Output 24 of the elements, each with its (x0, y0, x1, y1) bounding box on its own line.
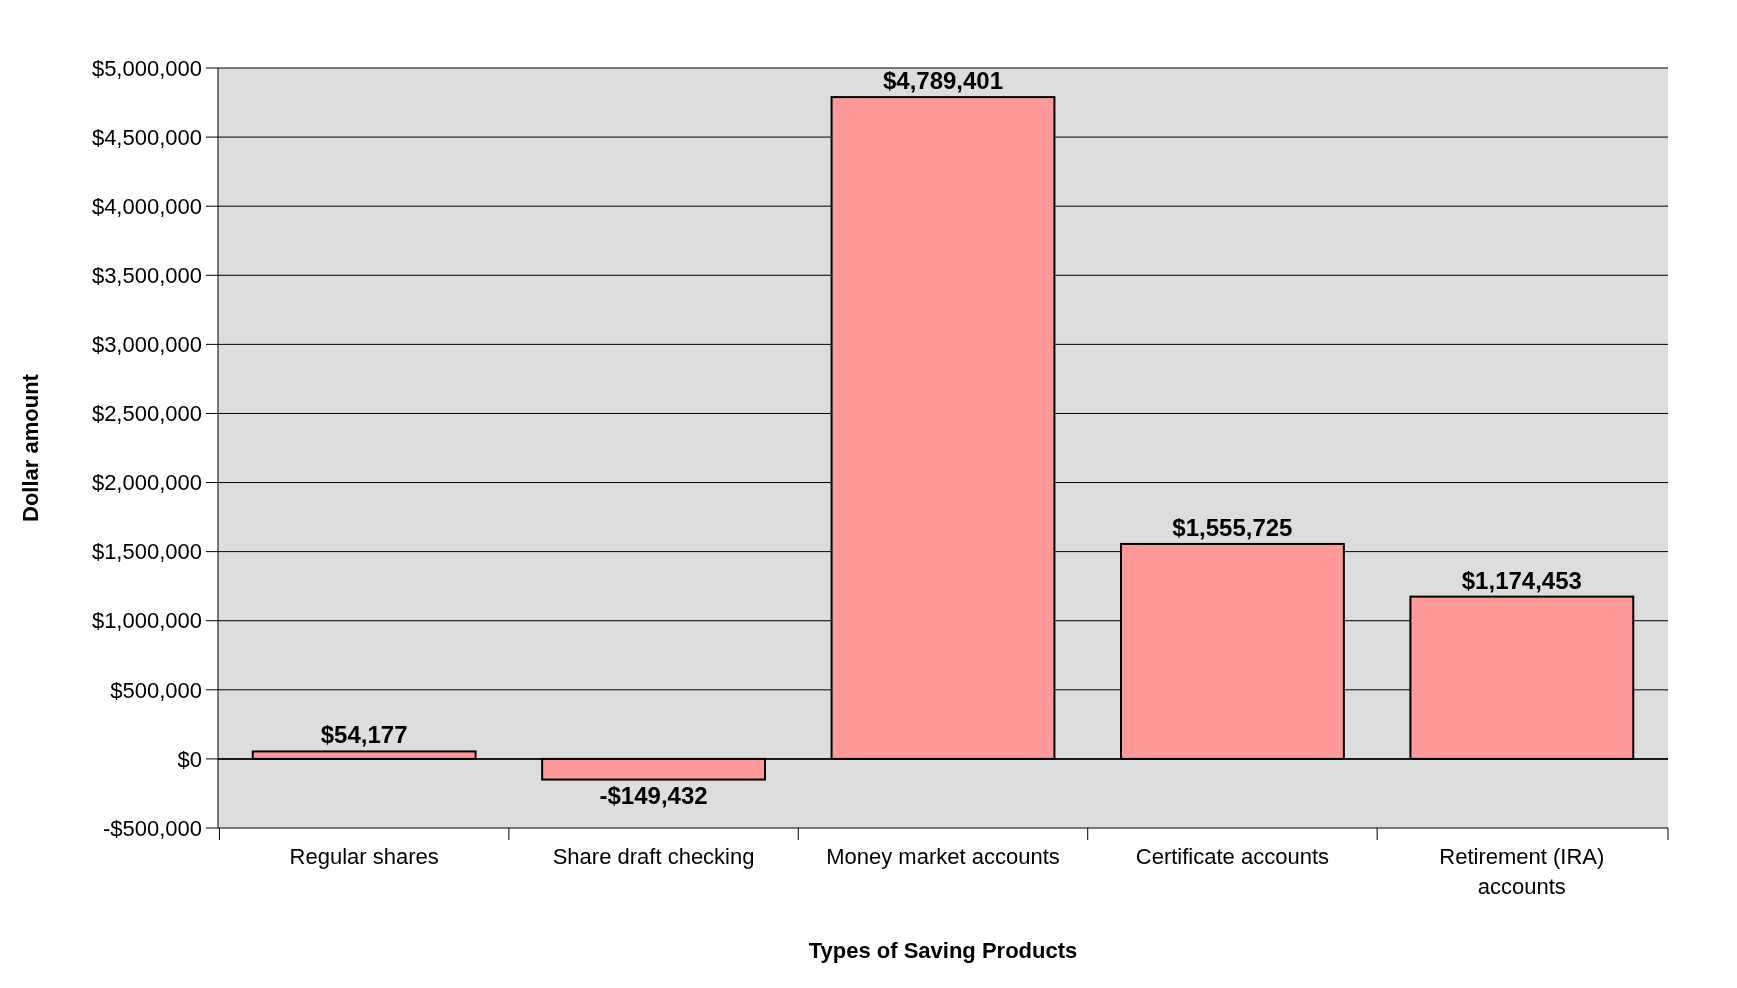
data-label: $1,555,725 (1172, 513, 1293, 541)
y-tick-label: $3,000,000 (91, 332, 202, 358)
y-tick-label: $1,500,000 (91, 539, 202, 565)
y-tick-label: $1,000,000 (91, 608, 202, 634)
y-tick-label: -$500,000 (102, 815, 202, 841)
y-tick-label: $3,500,000 (91, 262, 202, 288)
data-label: $54,177 (320, 721, 408, 749)
y-tick-label: $2,500,000 (91, 401, 202, 427)
x-tick-label: Regular shares (289, 844, 439, 869)
y-tick-label: $4,500,000 (91, 124, 202, 150)
x-axis-title: Types of Saving Products (808, 938, 1078, 963)
y-axis-title: Dollar amount (18, 373, 43, 522)
x-tick-label: Money market accounts (826, 844, 1060, 869)
y-tick-label: $5,000,000 (91, 55, 202, 81)
y-tick-label: $2,000,000 (91, 470, 202, 496)
data-label: $4,789,401 (882, 67, 1004, 95)
data-label: $1,174,453 (1461, 566, 1582, 594)
data-label: -$149,432 (599, 781, 708, 809)
y-tick-label: $0 (177, 746, 202, 772)
y-tick-label: $500,000 (110, 677, 202, 703)
y-tick-label: $4,000,000 (91, 193, 202, 219)
x-tick-label: Certificate accounts (1135, 844, 1330, 869)
x-tick-label: Retirement (IRA) accounts (1439, 844, 1605, 899)
x-tick-label: Share draft checking (552, 844, 755, 869)
